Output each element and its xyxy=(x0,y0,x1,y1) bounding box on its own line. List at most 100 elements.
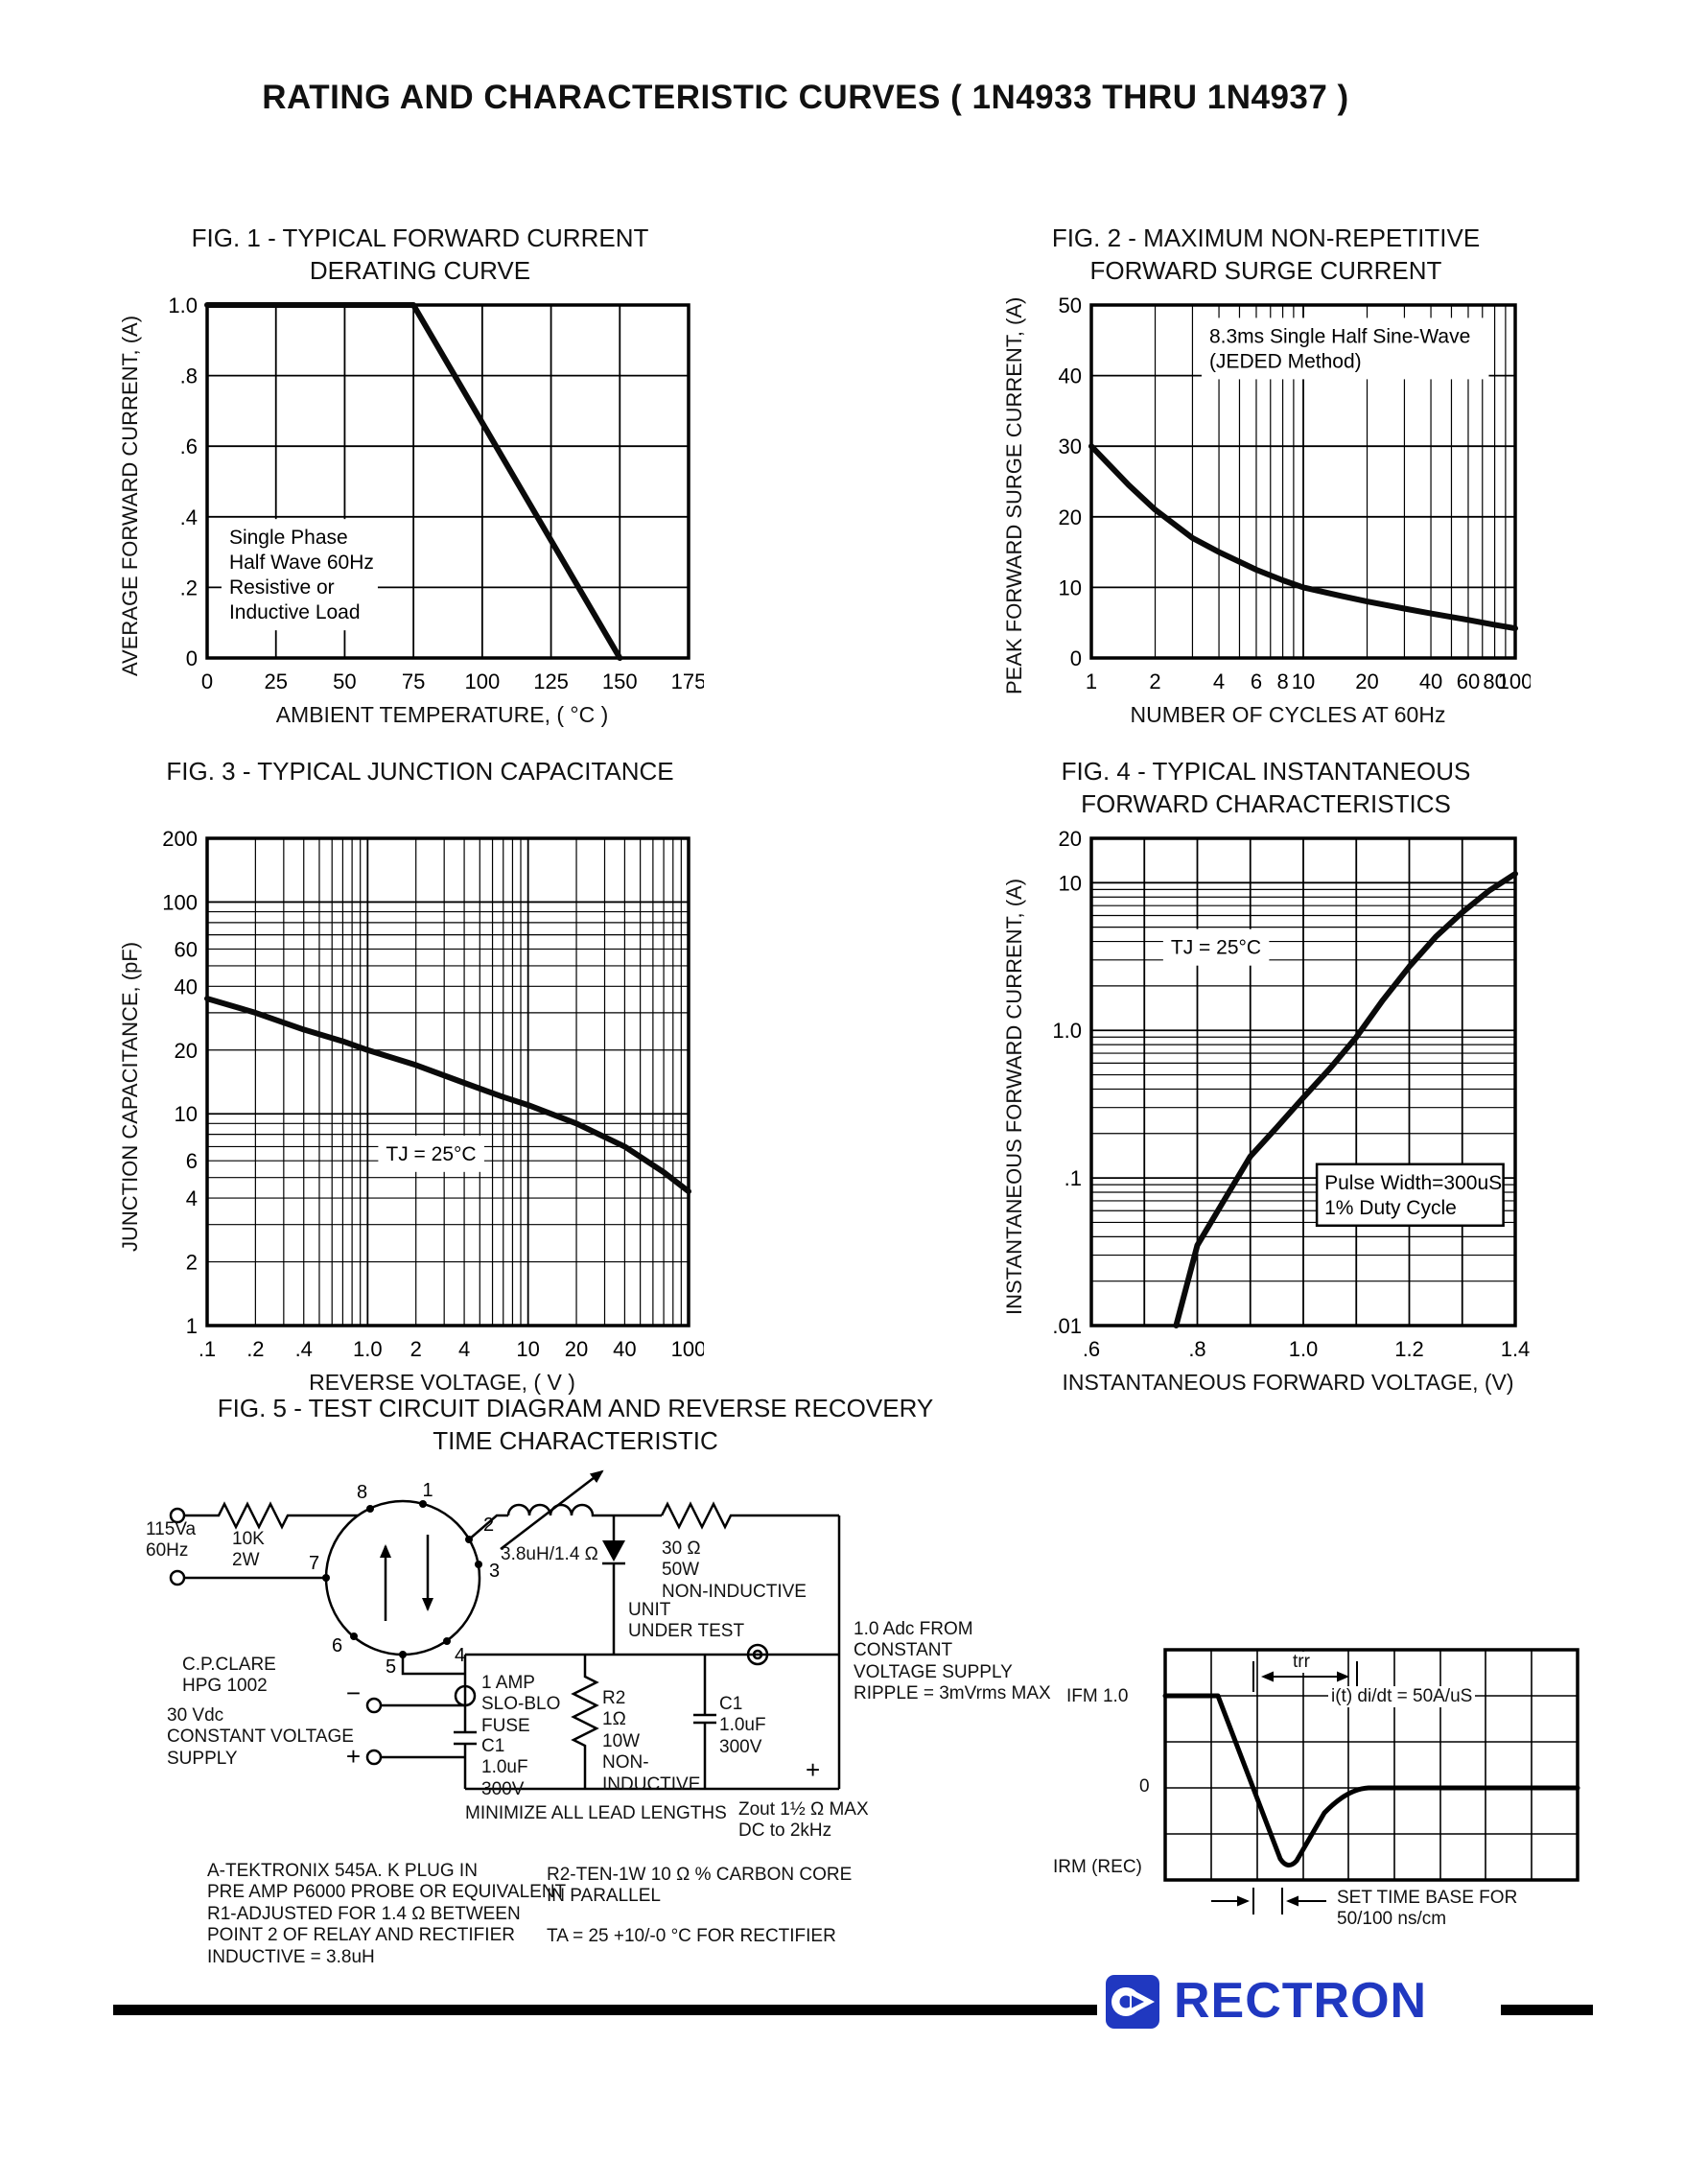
zout-label: Zout 1½ Ω MAX DC to 2kHz xyxy=(738,1799,869,1842)
relay-pin-label-4: 4 xyxy=(455,1645,465,1666)
x-tick-label: 100 xyxy=(1498,669,1531,693)
resistor-30ohm-symbol xyxy=(660,1501,839,1530)
figure-2-title: FIG. 2 - MAXIMUM NON-REPETITIVE FORWARD … xyxy=(1051,223,1481,285)
x-tick-label: 25 xyxy=(264,669,287,693)
relay-pin-dot xyxy=(443,1637,451,1645)
capacitor-c1b-symbol xyxy=(693,1713,716,1725)
ifm-label: IFM 1.0 xyxy=(1064,1686,1132,1707)
supply-output-label: 1.0 Adc FROM CONSTANT VOLTAGE SUPPLY RIP… xyxy=(854,1619,1051,1704)
y-tick-label: 20 xyxy=(1059,505,1082,529)
dc-terminal-minus xyxy=(365,1697,383,1714)
figure-2: FIG. 2 - MAXIMUM NON-REPETITIVE FORWARD … xyxy=(997,223,1534,728)
relay-pin-label-7: 7 xyxy=(309,1553,319,1574)
y-tick-label: 10 xyxy=(175,1102,198,1126)
relay-pin-dot xyxy=(419,1500,427,1508)
relay-pin-dot xyxy=(322,1574,330,1582)
x-tick-label: 175 xyxy=(671,669,704,693)
data-curve xyxy=(204,996,691,1195)
x-tick-label: .2 xyxy=(246,1337,264,1361)
plot-border xyxy=(205,303,690,660)
annotation-text: TJ = 25°C xyxy=(386,1143,476,1165)
resistor-30ohm-label: 30 Ω 50W NON-INDUCTIVE xyxy=(662,1539,807,1602)
x-tick-label: 4 xyxy=(458,1337,470,1361)
figure-4-plot: TJ = 25°C Pulse Width=300uS 1% Duty Cycle.… xyxy=(1052,827,1531,1361)
resistor-r2-symbol xyxy=(571,1655,599,1789)
figure-4: FIG. 4 - TYPICAL INSTANTANEOUS FORWARD C… xyxy=(997,756,1534,1396)
capacitor-c1a-symbol xyxy=(454,1730,477,1746)
x-tick-label: 1.2 xyxy=(1394,1337,1424,1361)
inductor-label: 3.8uH/1.4 Ω xyxy=(501,1544,598,1564)
x-tick-label: 0 xyxy=(201,669,213,693)
timebase-label: SET TIME BASE FOR 50/100 ns/cm xyxy=(1334,1888,1521,1930)
y-tick-label: 4 xyxy=(186,1186,198,1210)
reverse-recovery-waveform-plot xyxy=(1162,1648,1580,1914)
figure-5-title: FIG. 5 - TEST CIRCUIT DIAGRAM AND REVERS… xyxy=(217,1394,934,1455)
relay-symbol xyxy=(324,1499,481,1656)
annotation-text: 8.3ms Single Half Sine-Wave xyxy=(1209,325,1470,347)
x-tick-label: 8 xyxy=(1276,669,1288,693)
page-title: RATING AND CHARACTERISTIC CURVES ( 1N493… xyxy=(262,79,1349,116)
y-tick-label: 10 xyxy=(1059,871,1082,895)
capacitor-c1b-label: C1 1.0uF 300V xyxy=(719,1694,766,1757)
relay-pin-label-5: 5 xyxy=(386,1656,396,1678)
resistor-r2-label: R2 1Ω 10W NON- INDUCTIVE xyxy=(602,1688,701,1795)
relay-pin-dot xyxy=(475,1561,482,1568)
figure-2-y-axis-title: PEAK FORWARD SURGE CURRENT, (A) xyxy=(1002,296,1026,695)
y-tick-label: 60 xyxy=(175,937,198,961)
x-tick-label: 1 xyxy=(1086,669,1097,693)
figure-3-plot: TJ = 25°C .1 .2 .4 1.0 2 4 10 20 40 100 1 2 4 6 10 20 40 6… xyxy=(162,827,704,1361)
x-tick-label: 60 xyxy=(1457,669,1480,693)
x-tick-label: 150 xyxy=(602,669,638,693)
circuit-pin-labels: 1 2 3 4 5 6 7 8 − + + xyxy=(309,1480,820,1784)
figure-4-title: FIG. 4 - TYPICAL INSTANTANEOUS FORWARD C… xyxy=(1061,757,1471,818)
annotation-box xyxy=(378,1135,484,1172)
capacitor-c1a-label: C1 1.0uF 300V xyxy=(481,1736,528,1799)
plot-border xyxy=(205,836,690,1327)
x-tick-label: 6 xyxy=(1251,669,1262,693)
annotation-text: 1% Duty Cycle xyxy=(1324,1197,1457,1219)
x-tick-label: 125 xyxy=(533,669,569,693)
figure-5-recovery-waveform: IFM 1.0 0 IRM (REC) trr i(t) di/dt = 50A… xyxy=(1041,1611,1654,1938)
waveform-geometry xyxy=(1162,1648,1580,1914)
relay-name-label: C.P.CLARE HPG 1002 xyxy=(182,1655,276,1697)
annotation-text: Half Wave 60Hz xyxy=(229,552,374,574)
y-tick-label: 6 xyxy=(186,1149,198,1173)
x-tick-label: .6 xyxy=(1083,1337,1100,1361)
dc-terminal-plus xyxy=(365,1749,383,1766)
x-tick-label: 10 xyxy=(516,1337,539,1361)
figure-1-x-axis-title: AMBIENT TEMPERATURE, ( °C ) xyxy=(275,702,609,727)
waveform-border xyxy=(1163,1648,1579,1882)
diode-symbol xyxy=(602,1540,625,1562)
y-tick-label: 200 xyxy=(162,827,198,851)
figure-4-y-axis-title: INSTANTANEOUS FORWARD CURRENT, (A) xyxy=(1002,878,1026,1315)
figure-3-title: FIG. 3 - TYPICAL JUNCTION CAPACITANCE xyxy=(166,757,674,786)
circuit-solid-shapes xyxy=(322,1500,625,1658)
x-tick-label: 1.4 xyxy=(1501,1337,1531,1361)
x-tick-label: 100 xyxy=(671,1337,704,1361)
x-tick-label: 40 xyxy=(613,1337,636,1361)
annotation-box xyxy=(1162,928,1270,966)
tektronix-note: A-TEKTRONIX 545A. K PLUG IN PRE AMP P600… xyxy=(207,1861,567,1967)
ac-terminal-bottom xyxy=(169,1569,186,1586)
annotation-text: (JEDED Method) xyxy=(1209,350,1362,372)
x-tick-label: 40 xyxy=(1419,669,1442,693)
relay-pin-dot xyxy=(399,1651,407,1658)
x-tick-label: 50 xyxy=(333,669,356,693)
x-tick-label: 2 xyxy=(1149,669,1160,693)
plus-sign: + xyxy=(346,1742,361,1771)
recovery-current-trace xyxy=(1162,1693,1580,1867)
ta-note: TA = 25 +10/-0 °C FOR RECTIFIER xyxy=(547,1926,836,1946)
unit-under-test-label: UNIT UNDER TEST xyxy=(628,1600,745,1642)
rectron-logo-icon xyxy=(1105,1974,1160,2034)
wire xyxy=(381,1703,465,1759)
y-tick-label: 1.0 xyxy=(168,294,198,317)
y-tick-label: 10 xyxy=(1059,575,1082,599)
figure-2-plot: 8.3ms Single Half Sine-Wave (JEDED Method… xyxy=(1059,294,1531,693)
annotation-text: Single Phase xyxy=(229,527,348,549)
inductor-symbol xyxy=(506,1503,662,1517)
x-tick-label: 100 xyxy=(464,669,500,693)
x-tick-label: 75 xyxy=(402,669,425,693)
y-tick-label: .6 xyxy=(180,435,198,458)
